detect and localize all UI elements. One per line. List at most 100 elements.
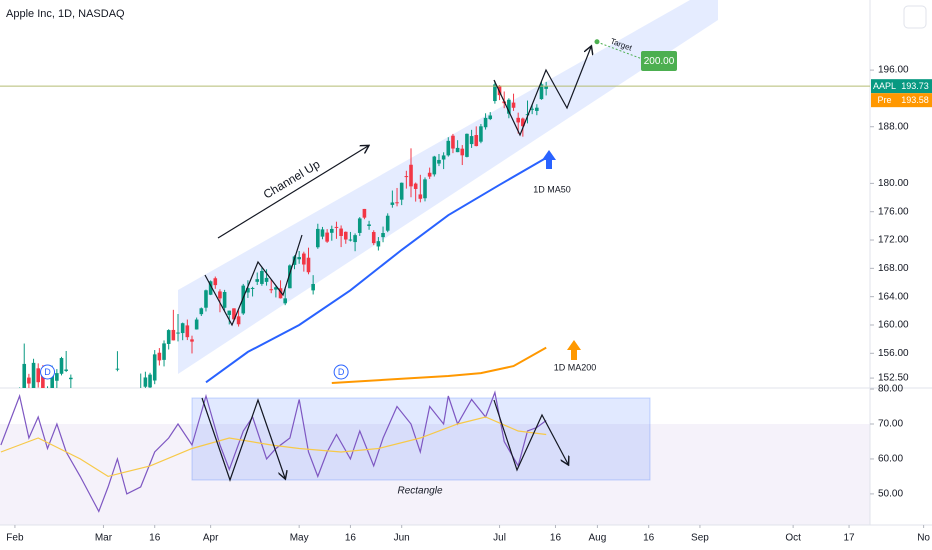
x-tick-label: Jul: [493, 533, 506, 544]
series-line: [0, 390, 547, 513]
x-tick-label: Aug: [589, 533, 607, 544]
candle-body: [371, 232, 376, 244]
candle-body: [511, 102, 516, 108]
y-tick-label: 168.00: [878, 263, 909, 274]
candle-body: [260, 270, 264, 284]
candle-body: [41, 369, 45, 388]
rsi-zigzag: [493, 399, 568, 472]
candle-body: [36, 368, 41, 383]
candle-body: [376, 241, 381, 247]
candle-body: [539, 84, 544, 100]
candle-body: [479, 126, 483, 142]
candle-body: [474, 135, 479, 147]
candle-body: [399, 182, 404, 200]
series-line: [205, 157, 547, 384]
y-tick-label: 188.00: [878, 121, 909, 132]
candle-body: [190, 339, 194, 342]
candle-body: [152, 354, 157, 381]
x-tick-label: Mar: [95, 533, 113, 544]
pre-price-badge: [898, 93, 932, 108]
candle-body: [460, 148, 465, 156]
symbol-label: AAPL: [873, 81, 896, 91]
chart-title: Apple Inc, 1D, NASDAQ: [6, 8, 125, 20]
zigzag: [204, 234, 303, 327]
candle-body: [427, 172, 432, 177]
series-line: [0, 416, 547, 478]
candle-body: [115, 368, 120, 370]
candle-body: [423, 179, 427, 199]
dividend-marker: [333, 364, 349, 380]
candle-body: [432, 156, 437, 175]
candle-body: [544, 86, 548, 89]
candle-body: [455, 147, 460, 153]
candle-body: [311, 283, 315, 291]
candle-body: [250, 287, 255, 289]
candle-body: [180, 323, 185, 334]
candle-body: [292, 256, 297, 265]
candle-body: [385, 215, 390, 231]
y-tick-label: 196.00: [878, 65, 909, 76]
candle-body: [55, 373, 59, 381]
candle-body: [521, 118, 525, 127]
candle-body: [320, 229, 325, 237]
y-tick-label: 156.00: [878, 348, 909, 359]
candle-body: [157, 352, 162, 361]
pre-price-label: 193.58: [901, 95, 929, 105]
candle-body: [148, 374, 152, 388]
candle-body: [530, 108, 534, 110]
candle-body: [218, 291, 222, 299]
candle-body: [367, 224, 371, 227]
candle-body: [264, 277, 269, 282]
candle-body: [390, 202, 395, 205]
settings-button[interactable]: [903, 5, 927, 29]
candle-body: [143, 377, 148, 387]
candle-body: [27, 377, 31, 384]
channel-arrow: [217, 146, 368, 239]
dividend-label: D: [338, 367, 345, 377]
candle-body: [357, 218, 362, 233]
candle-body: [50, 368, 54, 388]
candle-body: [483, 117, 488, 128]
rsi-pane: [0, 390, 547, 513]
candle-body: [232, 308, 236, 320]
x-tick-label: 17: [843, 533, 855, 544]
candle-body: [204, 290, 208, 308]
x-tick-label: Jun: [394, 533, 410, 544]
last-price-badge: [898, 79, 932, 94]
rectangle-drawing: [191, 397, 651, 481]
candle-body: [451, 135, 455, 149]
target-label: 200.00: [644, 56, 675, 67]
candle-body: [171, 329, 176, 341]
y-tick-label: 80.00: [878, 384, 903, 395]
series-line: [331, 346, 547, 384]
candle-body: [222, 291, 227, 308]
candle-body: [488, 115, 493, 120]
y-tick-label: 172.00: [878, 235, 909, 246]
candle-body: [362, 208, 367, 218]
candle-body: [516, 117, 520, 123]
y-tick-label: 152.50: [878, 373, 909, 384]
candle-body: [302, 253, 306, 265]
candle-body: [535, 107, 539, 111]
candle-body: [409, 164, 413, 187]
candle-body: [297, 257, 301, 260]
candle-body: [31, 362, 36, 388]
rectangle-label: Rectangle: [397, 486, 442, 497]
candle-body: [339, 228, 343, 236]
candle-body: [404, 176, 409, 178]
x-tick-label: Apr: [203, 533, 219, 544]
price-pane: [0, 80, 870, 388]
candle-body: [166, 330, 171, 344]
x-tick-label: Oct: [785, 533, 801, 544]
candle-body: [306, 257, 311, 273]
candle-body: [269, 289, 274, 291]
candle-body: [236, 316, 241, 325]
pre-badge: [871, 93, 898, 108]
candle-body: [465, 133, 469, 157]
ma200-arrow: [567, 340, 581, 360]
series-label: 1D MA50: [533, 184, 571, 194]
x-tick-label: 16: [550, 533, 562, 544]
y-tick-label: 50.00: [878, 489, 903, 500]
